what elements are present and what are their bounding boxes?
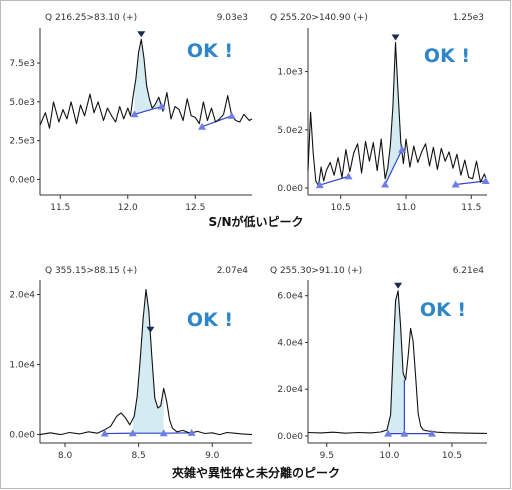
y-tick-label: 7.5e3 xyxy=(9,59,35,69)
y-tick-label: 2.0e4 xyxy=(277,385,303,395)
y-tick-label: 6.0e4 xyxy=(277,292,303,302)
y-tick-label: 0.0e0 xyxy=(277,432,303,442)
x-tick-label: 11.0 xyxy=(396,203,416,213)
peak-boundary-marker xyxy=(451,180,460,188)
peak-boundary-marker xyxy=(130,110,139,118)
peak-boundary-marker xyxy=(481,177,490,185)
peak-apex-marker xyxy=(137,31,146,38)
chromatogram-panel-1: Q 216.25>83.10 (+) 9.03e3 0.0e0 2.5e3 5.0e3 7… xyxy=(9,13,253,213)
x-tick-label: 12.5 xyxy=(185,203,205,213)
caption-low-sn: S/Nが低いピーク xyxy=(208,214,303,229)
y-tick-label: 5.0e3 xyxy=(9,98,35,108)
ok-annotation: OK ! xyxy=(187,40,233,62)
y-tick-label: 0.0e0 xyxy=(9,431,35,441)
chromatogram-panel-2: Q 255.20>140.90 (+) 1.25e3 0.0e0 5.0e2 1.0e3… xyxy=(270,13,490,213)
y-tick-label: 1.0e3 xyxy=(277,68,303,78)
x-tick-label: 9.0 xyxy=(205,451,220,461)
peak-boundary-marker xyxy=(381,180,390,188)
x-tick-label: 10.5 xyxy=(442,451,462,461)
y-tick-label: 0.0e0 xyxy=(9,175,35,185)
peak-boundary-marker xyxy=(400,429,409,437)
peak-area xyxy=(385,42,403,185)
chromatogram-panel-4: Q 255.30>91.10 (+) 6.21e4 0.0e0 2.0e4 4.0e4 6… xyxy=(270,266,488,461)
x-tick-label: 8.5 xyxy=(131,451,145,461)
x-tick-label: 8.0 xyxy=(58,451,73,461)
x-tick-label: 12.0 xyxy=(118,203,138,213)
peak-area xyxy=(134,39,162,115)
peak-apex-marker xyxy=(146,326,155,333)
peak-boundary-marker xyxy=(227,111,236,119)
ok-annotation: OK ! xyxy=(187,309,233,331)
peak-area xyxy=(132,289,164,434)
peak-apex-marker xyxy=(391,34,400,41)
peak-baseline xyxy=(384,149,403,185)
y-tick-label: 4.0e4 xyxy=(277,338,303,348)
x-tick-label: 11.5 xyxy=(461,203,481,213)
y-tick-label: 0.0e0 xyxy=(277,184,303,194)
trace-header: Q 255.30>91.10 (+) xyxy=(270,266,362,276)
ok-annotation: OK ! xyxy=(420,299,466,321)
peak-boundary-marker xyxy=(198,122,207,130)
x-tick-label: 9.5 xyxy=(320,451,334,461)
peak-boundary-marker xyxy=(344,172,353,180)
ok-annotation: OK ! xyxy=(424,45,470,67)
trace-header: Q 355.15>88.15 (+) xyxy=(45,266,137,276)
peak-boundary-marker xyxy=(315,181,324,189)
chromatogram-trace xyxy=(39,289,253,436)
peak-boundary-marker xyxy=(128,429,137,437)
peak-boundary-marker xyxy=(159,429,168,437)
trace-header: Q 216.25>83.10 (+) xyxy=(45,13,137,23)
x-tick-label: 11.5 xyxy=(50,203,70,213)
trace-header: Q 255.20>140.90 (+) xyxy=(270,13,368,23)
chromatogram-trace xyxy=(39,38,253,129)
caption-unresolved: 夾雑や異性体と未分離のピーク xyxy=(172,465,340,480)
chromatogram-trace xyxy=(307,290,488,434)
peak-boundary-marker xyxy=(427,429,436,437)
peak-boundary-marker xyxy=(187,428,196,436)
peak-baseline xyxy=(134,105,162,115)
chromatogram-trace xyxy=(307,41,488,187)
max-intensity-label: 6.21e4 xyxy=(453,266,485,276)
peak-boundary-marker xyxy=(384,429,393,437)
y-tick-label: 1.0e4 xyxy=(9,361,35,371)
peak-boundary-marker xyxy=(157,102,166,110)
y-tick-label: 2.0e4 xyxy=(9,291,35,301)
max-intensity-label: 9.03e3 xyxy=(217,13,248,23)
peak-apex-marker xyxy=(394,282,403,289)
max-intensity-label: 1.25e3 xyxy=(453,13,484,23)
peak-boundary-marker xyxy=(100,429,109,437)
x-tick-label: 10.5 xyxy=(331,203,351,213)
chromatogram-panel-3: Q 355.15>88.15 (+) 2.07e4 0.0e0 1.0e4 2.0e4 8… xyxy=(9,266,253,461)
peak-boundary-marker xyxy=(398,145,407,153)
y-tick-label: 2.5e3 xyxy=(9,137,35,147)
y-tick-label: 5.0e2 xyxy=(277,126,303,136)
max-intensity-label: 2.07e4 xyxy=(217,266,249,276)
x-tick-label: 10.0 xyxy=(379,451,399,461)
integration-baseline xyxy=(319,175,349,186)
